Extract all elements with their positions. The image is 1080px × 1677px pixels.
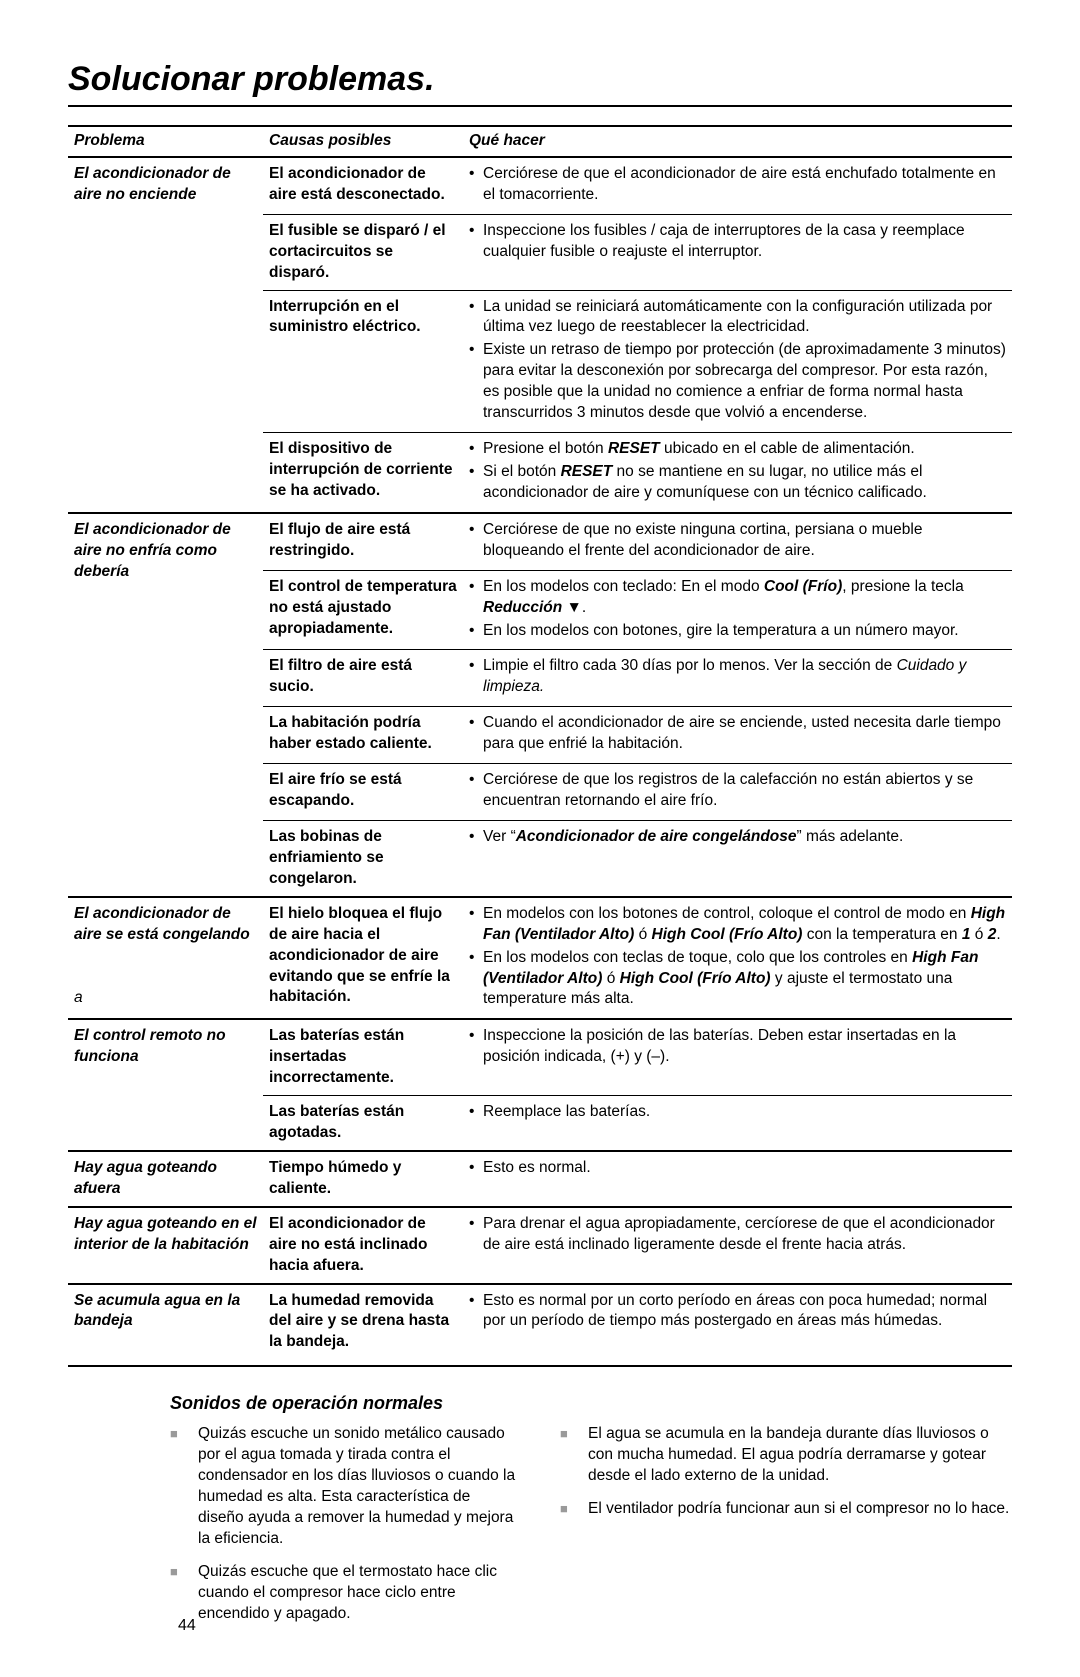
cause-cell: El flujo de aire está restringido. (263, 513, 463, 570)
cause-cell: El aire frío se está escapando. (263, 764, 463, 821)
cause-cell: El acondicionador de aire está desconect… (263, 157, 463, 214)
cause-cell: La humedad removida del aire y se drena … (263, 1284, 463, 1360)
fix-cell: Inspeccione la posición de las baterías.… (463, 1019, 1012, 1095)
sounds-list-left: Quizás escuche un sonido metálico causad… (170, 1424, 520, 1624)
fix-cell: Inspeccione los fusibles / caja de inter… (463, 214, 1012, 290)
sounds-title: Sonidos de operación normales (170, 1393, 1012, 1414)
cause-cell: Tiempo húmedo y caliente. (263, 1151, 463, 1207)
fix-cell: Ver “Acondicionador de aire congelándose… (463, 820, 1012, 896)
fix-cell: Limpie el filtro cada 30 días por lo men… (463, 650, 1012, 707)
list-item: Quizás escuche que el termostato hace cl… (170, 1562, 520, 1625)
cause-cell: El filtro de aire está sucio. (263, 650, 463, 707)
problem-cell: El acondicionador de aire se está congel… (68, 897, 263, 1020)
page-title: Solucionar problemas. (68, 60, 1012, 107)
cause-cell: El dispositivo de interrupción de corrie… (263, 433, 463, 513)
cause-cell: La habitación podría haber estado calien… (263, 707, 463, 764)
cause-cell: El control de temperatura no está ajusta… (263, 570, 463, 650)
fix-cell: Para drenar el agua apropiadamente, cerc… (463, 1207, 1012, 1284)
cause-cell: Las baterías están agotadas. (263, 1096, 463, 1151)
divider (68, 1365, 1012, 1367)
list-item: Quizás escuche un sonido metálico causad… (170, 1424, 520, 1550)
col-header-problem: Problema (68, 126, 263, 157)
problem-cell: El control remoto no funciona (68, 1019, 263, 1151)
cause-cell: El fusible se disparó / el cortacircuito… (263, 214, 463, 290)
col-header-causes: Causas posibles (263, 126, 463, 157)
fix-cell: Esto es normal. (463, 1151, 1012, 1207)
problem-cell: El acondicionador de aire no enfría como… (68, 513, 263, 897)
fix-cell: Esto es normal por un corto período en á… (463, 1284, 1012, 1360)
problem-cell: El acondicionador de aire no enciende (68, 157, 263, 513)
page-number: 44 (178, 1617, 196, 1635)
list-item: El ventilador podría funcionar aun si el… (560, 1499, 1012, 1520)
fix-cell: La unidad se reiniciará automáticamente … (463, 290, 1012, 433)
fix-cell: Cerciórese de que no existe ninguna cort… (463, 513, 1012, 570)
sounds-list-right: El agua se acumula en la bandeja durante… (560, 1424, 1012, 1520)
cause-cell: Las baterías están insertadas incorrecta… (263, 1019, 463, 1095)
problem-cell: Se acumula agua en la bandeja (68, 1284, 263, 1360)
fix-cell: En modelos con los botones de control, c… (463, 897, 1012, 1020)
fix-cell: Cerciórese de que los registros de la ca… (463, 764, 1012, 821)
sounds-section: Quizás escuche un sonido metálico causad… (68, 1424, 1012, 1636)
fix-cell: Reemplace las baterías. (463, 1096, 1012, 1151)
fix-cell: Cuando el acondicionador de aire se enci… (463, 707, 1012, 764)
problem-cell: Hay agua goteando afuera (68, 1151, 263, 1207)
cause-cell: Interrupción en el suministro eléctrico. (263, 290, 463, 433)
cause-cell: El acondicionador de aire no está inclin… (263, 1207, 463, 1284)
troubleshooting-table: Problema Causas posibles Qué hacer El ac… (68, 125, 1012, 1359)
problem-cell: Hay agua goteando en el interior de la h… (68, 1207, 263, 1284)
cause-cell: Las bobinas de enfriamiento se congelaro… (263, 820, 463, 896)
cause-cell: El hielo bloquea el flujo de aire hacia … (263, 897, 463, 1020)
list-item: El agua se acumula en la bandeja durante… (560, 1424, 1012, 1487)
col-header-todo: Qué hacer (463, 126, 1012, 157)
fix-cell: En los modelos con teclado: En el modo C… (463, 570, 1012, 650)
fix-cell: Cerciórese de que el acondicionador de a… (463, 157, 1012, 214)
fix-cell: Presione el botón RESET ubicado en el ca… (463, 433, 1012, 513)
